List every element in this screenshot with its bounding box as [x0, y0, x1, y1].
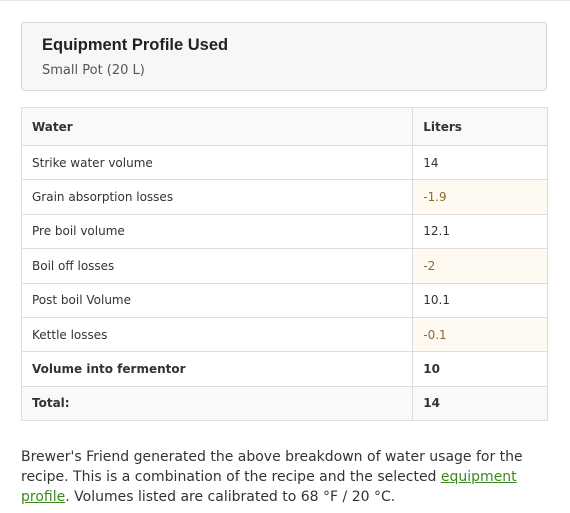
row-label: Total:: [20, 385, 414, 422]
row-value: -0.1: [412, 316, 548, 353]
row-value: 12.1: [412, 213, 548, 250]
table-header-row: Water Liters: [20, 107, 548, 146]
equipment-profile-title: Equipment Profile Used: [42, 36, 229, 54]
table-row-strike-water: Strike water volume 14: [20, 144, 548, 181]
row-label: Post boil Volume: [20, 282, 414, 318]
water-breakdown-note: Brewer's Friend generated the above brea…: [21, 447, 551, 507]
table-row-boil-off: Boil off losses -2: [20, 248, 548, 284]
column-header-liters: Liters: [412, 107, 548, 146]
row-value: 14: [412, 385, 548, 422]
row-value: -2: [412, 248, 548, 284]
equipment-profile-link[interactable]: equipment profile: [21, 469, 517, 505]
row-value: 14: [412, 144, 548, 181]
row-label: Grain absorption losses: [20, 179, 414, 215]
row-value: -1.9: [412, 179, 548, 215]
note-text-after: . Volumes listed are calibrated to 68 °F…: [65, 489, 396, 505]
row-value: 10: [412, 351, 548, 387]
table-row-kettle-losses: Kettle losses -0.1: [20, 316, 548, 353]
equipment-profile-name: Small Pot (20 L): [42, 63, 145, 78]
row-label: Strike water volume: [20, 144, 414, 181]
table-row-grain-absorption: Grain absorption losses -1.9: [20, 179, 548, 215]
row-value: 10.1: [412, 282, 548, 318]
table-row-volume-into-fermentor: Volume into fermentor 10: [20, 351, 548, 387]
column-header-water: Water: [20, 107, 414, 146]
table-row-pre-boil: Pre boil volume 12.1: [20, 213, 548, 250]
row-label: Pre boil volume: [20, 213, 414, 250]
top-divider: [0, 0, 570, 1]
table-row-post-boil: Post boil Volume 10.1: [20, 282, 548, 318]
note-text-before: Brewer's Friend generated the above brea…: [21, 449, 523, 485]
row-label: Kettle losses: [20, 316, 414, 353]
row-label: Volume into fermentor: [20, 351, 414, 387]
row-label: Boil off losses: [20, 248, 414, 284]
table-row-total: Total: 14: [20, 385, 548, 422]
water-breakdown-table: Water Liters Strike water volume 14 Grai…: [20, 107, 548, 422]
equipment-profile-panel: Equipment Profile Used Small Pot (20 L): [21, 22, 547, 91]
